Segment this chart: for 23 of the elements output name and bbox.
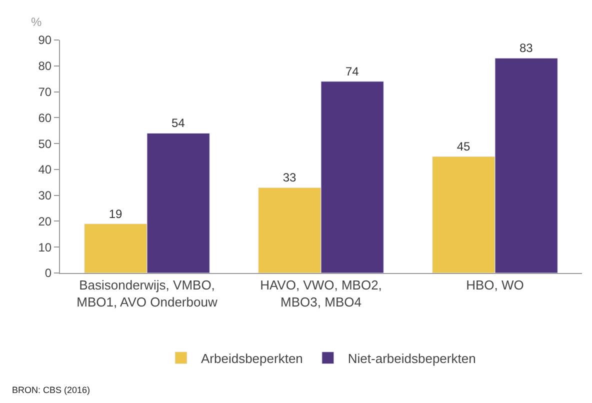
- data-label: 19: [108, 206, 123, 221]
- y-tick-label: 50: [38, 136, 52, 151]
- y-tick-label: 40: [38, 162, 52, 177]
- text: BRON: CBS (2016): [12, 385, 90, 395]
- y-tick-label: 60: [38, 110, 52, 125]
- x-tick-label: Basisonderwijs, VMBO, MBO1, AVO Onderbouw: [76, 278, 218, 310]
- data-label: 54: [171, 116, 186, 130]
- data-label: 83: [519, 41, 534, 56]
- data-label: 33: [282, 170, 297, 185]
- data-label: 45: [456, 140, 471, 154]
- legend-label: Arbeidsbeperkten: [201, 350, 303, 366]
- legend-label: Niet-arbeidsbeperkten: [348, 350, 476, 366]
- y-axis-title: %: [31, 15, 42, 29]
- y-tick-label: 30: [38, 188, 52, 203]
- y-tick-label: 10: [38, 240, 52, 254]
- x-tick-label: HAVO, VWO, MBO2, MBO3, MBO4: [260, 278, 382, 310]
- y-tick-label: 80: [38, 59, 52, 74]
- x-tick-label: HBO, WO: [466, 278, 524, 293]
- y-tick-label: 70: [38, 84, 52, 99]
- y-tick-label: 0: [44, 266, 52, 280]
- y-tick-label: 90: [38, 33, 52, 48]
- data-label: 74: [345, 64, 360, 78]
- y-tick-label: 20: [38, 214, 52, 228]
